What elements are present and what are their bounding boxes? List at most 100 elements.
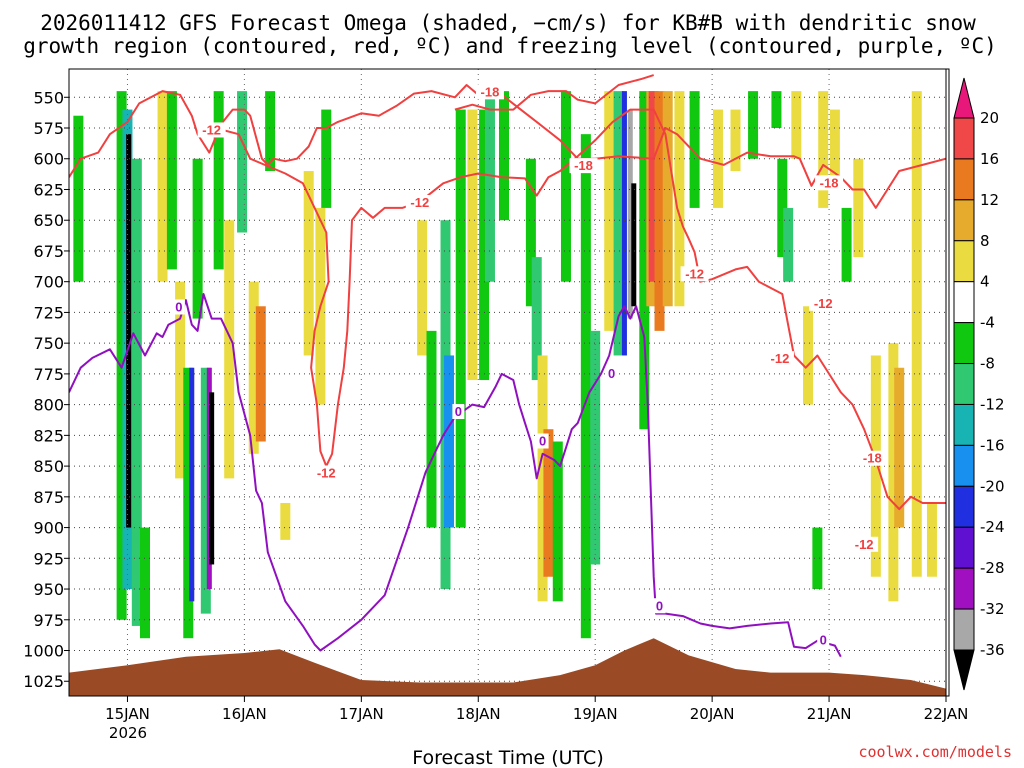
- omega-cell-47: [639, 91, 650, 430]
- colorbar-bin-1: [953, 117, 975, 160]
- y-tick-label-600: 600: [33, 150, 64, 169]
- omega-cell-7: [166, 91, 177, 270]
- x-tick-label-21JAN: 21JAN: [807, 705, 852, 723]
- omega-cell-15: [213, 91, 224, 270]
- x-tick-label-20JAN: 20JAN: [690, 705, 735, 723]
- omega-cell-59: [783, 207, 794, 282]
- colorbar-bottom-arrow: [953, 649, 975, 691]
- contour-labels: -12 -18 -12 -12 -18 -12 -12 -12 -18 -18 -12 0 0 0 0 0 0: [172, 84, 887, 648]
- chart-title-line-2: growth region (contoured, red, ºC) and f…: [23, 34, 997, 58]
- omega-cell-41: [590, 330, 601, 565]
- contour-label-bg-15: [653, 598, 666, 614]
- colorbar-bin-13: [953, 608, 975, 651]
- omega-cell-44: [621, 91, 627, 356]
- contour-label-bg-4: [569, 158, 598, 174]
- omega-cell-68: [888, 343, 899, 602]
- contour-label-14: 0: [608, 366, 615, 381]
- contour-label-16: 0: [820, 633, 827, 648]
- dendritic-contour-minus18: [454, 74, 655, 111]
- omega-cell-12: [200, 367, 211, 614]
- omega-cell-4: [131, 158, 142, 626]
- omega-cell-51: [662, 91, 673, 307]
- contour-label-4: -18: [574, 158, 593, 173]
- colorbar-bin-2: [953, 158, 975, 201]
- contour-label-bg-11: [172, 299, 185, 315]
- contour-label-2: -12: [410, 195, 429, 210]
- omega-cell-52: [674, 91, 685, 307]
- omega-cell-10: [189, 367, 195, 602]
- contour-label-bg-0: [197, 122, 226, 138]
- colorbar-top-arrow: [953, 77, 975, 119]
- omega-cell-46: [631, 183, 637, 307]
- omega-cell-70: [911, 91, 922, 577]
- omega-cell-36: [537, 355, 548, 602]
- contour-label-bg-3: [312, 465, 341, 481]
- y-tick-label-975: 975: [33, 611, 64, 630]
- contour-lines: [69, 74, 947, 658]
- x-tick-label-19JAN: 19JAN: [573, 705, 618, 723]
- x-tick-label-18JAN: 18JAN: [456, 705, 501, 723]
- x-tick-label-16JAN: 16JAN: [222, 705, 267, 723]
- contour-label-bg-13: [536, 433, 549, 449]
- colorbar-label--20: -20: [980, 477, 1005, 495]
- omega-cell-33: [498, 91, 509, 221]
- omega-cell-19: [255, 306, 266, 442]
- y-tick-label-650: 650: [33, 211, 64, 230]
- contour-label-bg-5: [680, 266, 709, 282]
- x-axis-year-label: 2026: [109, 724, 147, 742]
- omega-cell-1: [116, 91, 127, 620]
- omega-cell-35: [531, 257, 542, 381]
- freezing-level-contour: [69, 293, 842, 658]
- credit-label: coolwx.com/models: [858, 743, 1012, 761]
- omega-cell-65: [841, 207, 852, 282]
- y-tick-label-900: 900: [33, 519, 64, 538]
- colorbar-label--24: -24: [980, 518, 1005, 536]
- terrain-surface: [69, 638, 946, 696]
- colorbar-label--32: -32: [980, 600, 1005, 618]
- omega-cell-62: [812, 527, 823, 590]
- omega-cell-49: [648, 91, 659, 282]
- contour-label-bg-6: [809, 295, 838, 311]
- omega-cell-18: [248, 281, 259, 454]
- y-tick-label-1000: 1000: [23, 642, 64, 661]
- omega-cell-38: [552, 441, 563, 602]
- dendritic-contour-minus12-lower: [214, 108, 946, 511]
- colorbar-label-12: 12: [980, 191, 999, 209]
- colorbar-bin-7: [953, 363, 975, 405]
- contour-label-bg-10: [850, 536, 879, 552]
- omega-cell-42: [604, 91, 615, 331]
- omega-cell-67: [870, 355, 881, 577]
- x-axis-title: Forecast Time (UTC): [412, 747, 603, 768]
- contour-label-bg-2: [405, 195, 434, 211]
- omega-cell-21: [280, 502, 291, 540]
- y-tick-label-550: 550: [33, 88, 64, 107]
- contour-label-11: 0: [175, 300, 182, 315]
- colorbar-bin-6: [953, 322, 975, 365]
- omega-cell-9: [183, 367, 194, 639]
- omega-cell-57: [771, 91, 782, 129]
- contour-label-9: -18: [863, 451, 882, 466]
- contour-label-bg-1: [475, 84, 504, 100]
- y-axis-pressure-ticks: 550 575 600 625 650 675 700 725 750 775 800 825 850 8…: [23, 88, 69, 691]
- colorbar-label--28: -28: [980, 559, 1005, 577]
- colorbar-label--12: -12: [980, 395, 1005, 413]
- omega-cell-29: [455, 109, 466, 528]
- colorbar-label--4: -4: [980, 314, 995, 332]
- contour-label-1: -18: [481, 84, 500, 99]
- omega-cell-8: [175, 281, 186, 479]
- colorbar-label-16: 16: [980, 150, 999, 168]
- omega-cell-5: [140, 527, 151, 639]
- contour-label-15: 0: [656, 598, 663, 613]
- omega-cell-24: [321, 109, 332, 208]
- omega-cell-69: [894, 367, 905, 528]
- contour-label-3: -12: [317, 465, 336, 480]
- contour-label-0: -12: [202, 122, 221, 137]
- plot-frame: [68, 68, 950, 697]
- omega-cell-64: [829, 109, 840, 184]
- contour-label-bg-16: [817, 632, 830, 648]
- omega-cell-30: [467, 109, 478, 381]
- omega-cell-31: [479, 109, 490, 381]
- colorbar-bin-5: [953, 281, 975, 324]
- y-tick-label-875: 875: [33, 488, 64, 507]
